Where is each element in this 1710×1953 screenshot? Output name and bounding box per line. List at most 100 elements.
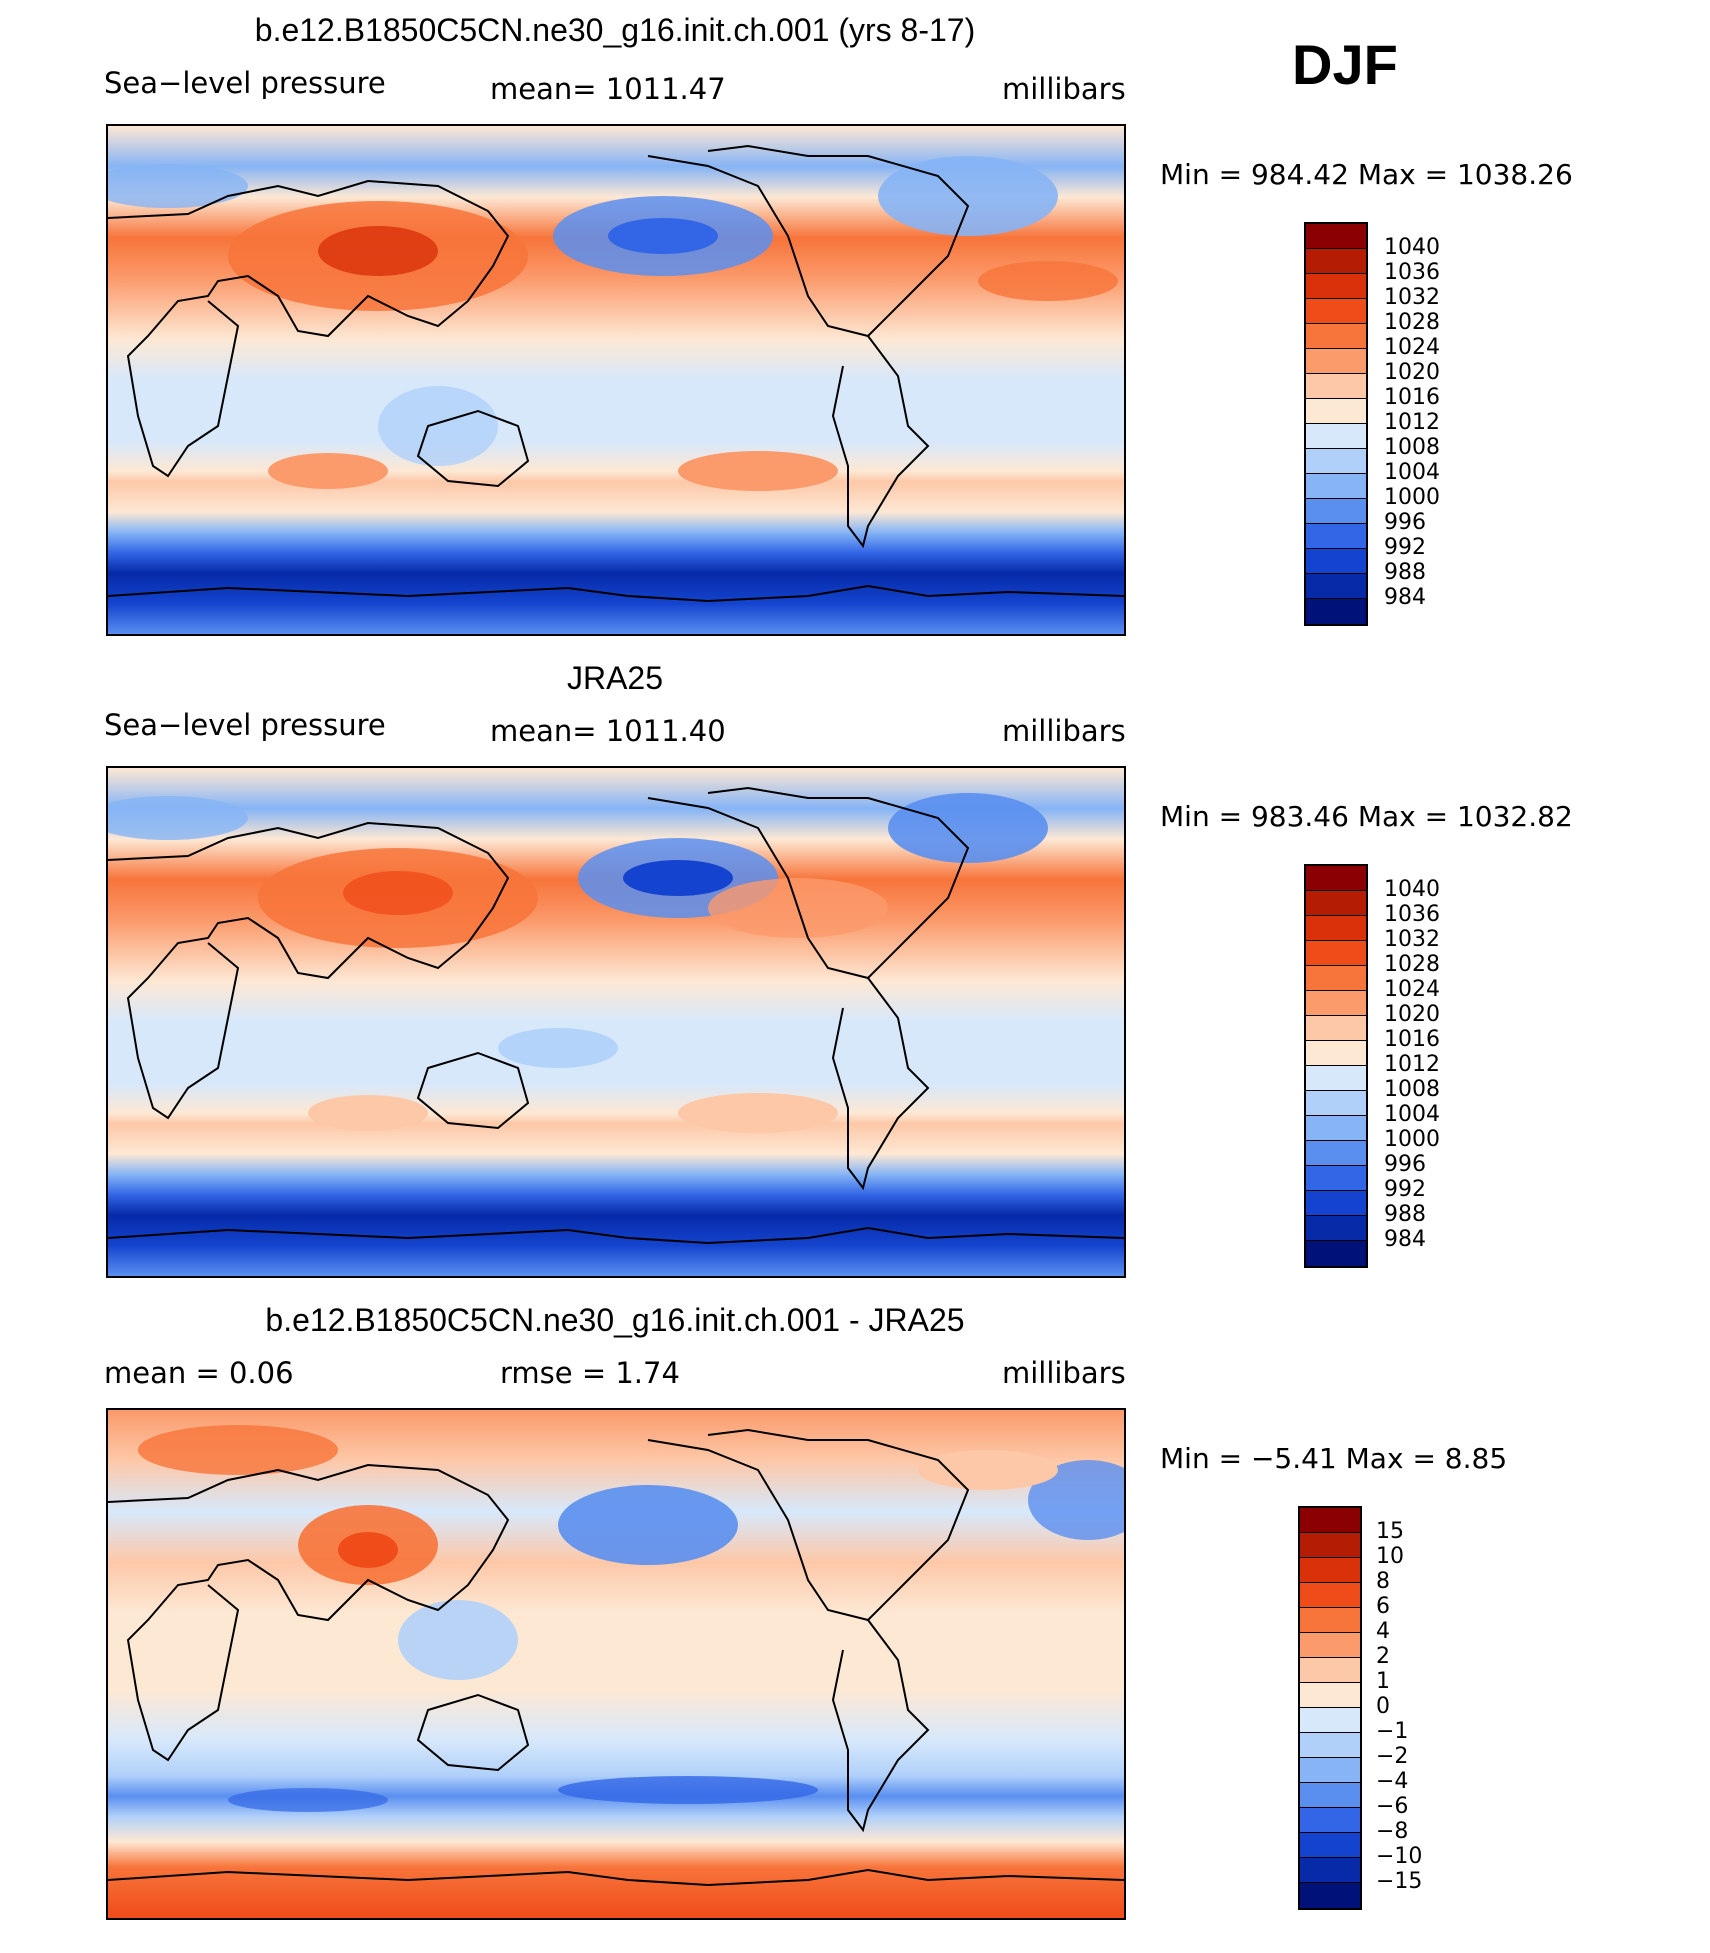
panel-1-mean: mean= 1011.47 <box>490 72 726 106</box>
colorbar-swatch <box>1306 574 1366 599</box>
colorbar-label: −15 <box>1376 1869 1423 1894</box>
panel-2-contour-map <box>108 768 1124 1276</box>
colorbar-label: 1040 <box>1384 877 1440 902</box>
colorbar-swatch <box>1306 1041 1366 1066</box>
panel-3-map <box>106 1408 1126 1920</box>
colorbar-swatch <box>1306 349 1366 374</box>
colorbar-swatch <box>1306 474 1366 499</box>
colorbar-swatch <box>1306 374 1366 399</box>
colorbar-label: 1024 <box>1384 335 1440 360</box>
colorbar-label: 1036 <box>1384 260 1440 285</box>
colorbar-swatch <box>1300 1808 1360 1833</box>
colorbar-swatch <box>1306 966 1366 991</box>
colorbar-label: 1028 <box>1384 310 1440 335</box>
colorbar-swatch <box>1300 1608 1360 1633</box>
colorbar-swatch <box>1306 524 1366 549</box>
panel-2-variable: Sea−level pressure <box>104 708 386 742</box>
colorbar-swatch <box>1306 324 1366 349</box>
panel-1-units: millibars <box>1002 72 1126 106</box>
panel-1-minmax: Min = 984.42 Max = 1038.26 <box>1160 158 1573 191</box>
colorbar-label: 10 <box>1376 1544 1404 1569</box>
colorbar-swatch <box>1306 916 1366 941</box>
colorbar-label: 996 <box>1384 510 1426 535</box>
colorbar-swatch <box>1306 1091 1366 1116</box>
colorbar-swatch <box>1306 249 1366 274</box>
colorbar-swatch <box>1306 891 1366 916</box>
colorbar-swatch <box>1306 1191 1366 1216</box>
colorbar-label: 1012 <box>1384 410 1440 435</box>
colorbar-label: 1000 <box>1384 1127 1440 1152</box>
panel-2-units: millibars <box>1002 714 1126 748</box>
colorbar-swatch <box>1300 1583 1360 1608</box>
colorbar-label: 988 <box>1384 1202 1426 1227</box>
colorbar-label: 1016 <box>1384 1027 1440 1052</box>
colorbar-label: 996 <box>1384 1152 1426 1177</box>
colorbar-label: 1020 <box>1384 1002 1440 1027</box>
panel-1-variable: Sea−level pressure <box>104 66 386 100</box>
panel-1-map <box>106 124 1126 636</box>
colorbar-swatch <box>1306 399 1366 424</box>
colorbar-swatch <box>1306 599 1366 624</box>
panel-1-title: b.e12.B1850C5CN.ne30_g16.init.ch.001 (yr… <box>254 12 976 48</box>
panel-3-units: millibars <box>1002 1356 1126 1390</box>
colorbar-swatch <box>1306 1216 1366 1241</box>
colorbar-swatch <box>1306 449 1366 474</box>
colorbar-label: −1 <box>1376 1719 1409 1744</box>
panel-1-contour-map <box>108 126 1124 634</box>
season-label: DJF <box>1292 33 1398 96</box>
colorbar-label: 1012 <box>1384 1052 1440 1077</box>
colorbar-swatch <box>1306 274 1366 299</box>
colorbar-swatch <box>1300 1658 1360 1683</box>
colorbar-label: 992 <box>1384 1177 1426 1202</box>
colorbar-swatch <box>1300 1533 1360 1558</box>
panel-2-mean: mean= 1011.40 <box>490 714 726 748</box>
colorbar-label: 15 <box>1376 1519 1404 1544</box>
colorbar-swatch <box>1306 1141 1366 1166</box>
colorbar-swatch <box>1306 424 1366 449</box>
panel-1-colorbar <box>1304 222 1368 626</box>
panel-2-minmax: Min = 983.46 Max = 1032.82 <box>1160 800 1573 833</box>
colorbar-label: 1032 <box>1384 927 1440 952</box>
colorbar-swatch <box>1306 941 1366 966</box>
colorbar-label: 1008 <box>1384 1077 1440 1102</box>
colorbar-label: 1040 <box>1384 235 1440 260</box>
colorbar-swatch <box>1300 1883 1360 1908</box>
panel-1-colorbar-labels: 1040 1036 1032 1028 1024 1020 1016 1012 1008 1004… <box>1384 235 1440 610</box>
colorbar-swatch <box>1300 1733 1360 1758</box>
panel-2-title: JRA25 <box>566 660 664 696</box>
colorbar-swatch <box>1300 1558 1360 1583</box>
colorbar-label: 1036 <box>1384 902 1440 927</box>
colorbar-label: 988 <box>1384 560 1426 585</box>
colorbar-label: 1 <box>1376 1669 1390 1694</box>
panel-3-colorbar <box>1298 1506 1362 1910</box>
colorbar-label: 1000 <box>1384 485 1440 510</box>
colorbar-swatch <box>1300 1783 1360 1808</box>
colorbar-label: 984 <box>1384 1227 1426 1252</box>
colorbar-swatch <box>1306 1016 1366 1041</box>
colorbar-swatch <box>1300 1508 1360 1533</box>
panel-3-rmse: rmse = 1.74 <box>500 1356 680 1390</box>
colorbar-label: −8 <box>1376 1819 1409 1844</box>
colorbar-swatch <box>1306 1241 1366 1266</box>
colorbar-swatch <box>1300 1833 1360 1858</box>
colorbar-swatch <box>1306 549 1366 574</box>
colorbar-label: 2 <box>1376 1644 1390 1669</box>
colorbar-swatch <box>1300 1708 1360 1733</box>
colorbar-label: 1008 <box>1384 435 1440 460</box>
colorbar-label: 992 <box>1384 535 1426 560</box>
colorbar-swatch <box>1300 1758 1360 1783</box>
colorbar-swatch <box>1300 1858 1360 1883</box>
colorbar-swatch <box>1300 1633 1360 1658</box>
panel-2-colorbar-labels: 1040 1036 1032 1028 1024 1020 1016 1012 1008 1004… <box>1384 877 1440 1252</box>
colorbar-swatch <box>1306 299 1366 324</box>
panel-3-mean: mean = 0.06 <box>104 1356 294 1390</box>
colorbar-label: −10 <box>1376 1844 1423 1869</box>
colorbar-label: −2 <box>1376 1744 1409 1769</box>
colorbar-swatch <box>1306 1116 1366 1141</box>
colorbar-label: 1032 <box>1384 285 1440 310</box>
colorbar-label: 984 <box>1384 585 1426 610</box>
colorbar-swatch <box>1306 1066 1366 1091</box>
colorbar-label: −4 <box>1376 1769 1409 1794</box>
colorbar-swatch <box>1306 866 1366 891</box>
panel-2-map <box>106 766 1126 1278</box>
